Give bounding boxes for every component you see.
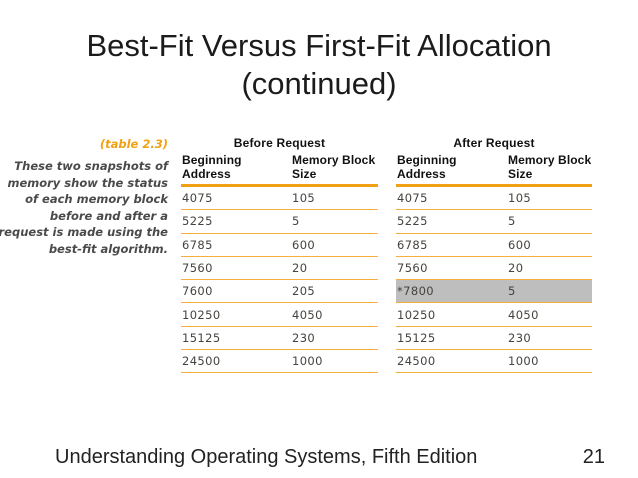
- table-row: 7600 205: [181, 279, 378, 304]
- caption-line: memory show the status: [7, 175, 168, 190]
- table-cell: 600: [507, 233, 592, 257]
- table-cell: 5225: [396, 209, 507, 234]
- column-header: Memory Block Size: [291, 153, 378, 187]
- table-header-row: Beginning Address Memory Block Size: [396, 153, 592, 187]
- table-cell: 10250: [396, 302, 507, 327]
- slide-title-line2: (continued): [241, 66, 397, 101]
- table-row: 5225 5: [396, 209, 592, 234]
- table-row: 4075 105: [181, 185, 378, 211]
- table-cell: 5225: [181, 209, 291, 234]
- column-header: Beginning Address: [396, 153, 507, 187]
- before-request-title: Before Request: [233, 136, 326, 150]
- caption-body: These two snapshots of memory show the s…: [0, 158, 168, 257]
- table-row: 6785 600: [181, 233, 378, 257]
- table-row: 7560 20: [396, 256, 592, 281]
- table-cell: 1000: [291, 349, 378, 374]
- table-cell: 7600: [181, 279, 291, 304]
- table-cell: 5: [507, 209, 592, 234]
- table-cell: 10250: [181, 302, 291, 327]
- table-cell: 4075: [396, 185, 507, 211]
- table-cell: *7800: [396, 279, 507, 304]
- before-request-table: Before Request Beginning Address Memory B…: [181, 136, 378, 374]
- slide-title-line1: Best-Fit Versus First-Fit Allocation: [86, 28, 552, 63]
- memory-table-after: Beginning Address Memory Block Size 4075 10…: [396, 153, 592, 374]
- table-cell: 105: [507, 185, 592, 211]
- table-cell: 1000: [507, 349, 592, 374]
- slide-title: Best-Fit Versus First-Fit Allocation (co…: [0, 27, 638, 103]
- table-row: 24500 1000: [396, 349, 592, 374]
- table-cell: 7560: [396, 256, 507, 281]
- table-cell: 24500: [396, 349, 507, 374]
- table-cell: 105: [291, 185, 378, 211]
- table-row-highlighted: *7800 5: [396, 279, 592, 304]
- table-row: 7560 20: [181, 256, 378, 281]
- caption-line: request is made using the: [0, 225, 168, 239]
- table-row: 10250 4050: [396, 302, 592, 327]
- table-cell: 230: [291, 326, 378, 351]
- column-header: Memory Block Size: [507, 153, 592, 187]
- table-row: 5225 5: [181, 209, 378, 234]
- table-cell: 15125: [396, 326, 507, 351]
- footer-book-title: Understanding Operating Systems, Fifth E…: [55, 446, 478, 468]
- table-row: 10250 4050: [181, 302, 378, 327]
- table-caption: (table 2.3) These two snapshots of memor…: [0, 137, 168, 257]
- table-cell: 15125: [181, 326, 291, 351]
- table-row: 6785 600: [396, 233, 592, 257]
- table-cell: 600: [291, 233, 378, 257]
- table-cell: 4050: [507, 302, 592, 327]
- table-cell: 4075: [181, 185, 291, 211]
- memory-table-before: Beginning Address Memory Block Size 4075 10…: [181, 153, 378, 374]
- table-cell: 20: [507, 256, 592, 281]
- table-row: 4075 105: [396, 185, 592, 211]
- table-header-row: Beginning Address Memory Block Size: [181, 153, 378, 187]
- table-row: 15125 230: [181, 326, 378, 351]
- table-cell: 5: [291, 209, 378, 234]
- table-cell: 205: [291, 279, 378, 304]
- table-cell: 6785: [396, 233, 507, 257]
- after-request-title: After Request: [453, 136, 535, 150]
- caption-line: of each memory block: [25, 192, 168, 206]
- caption-line: best-fit algorithm.: [48, 241, 168, 256]
- table-cell: 24500: [181, 349, 291, 374]
- after-request-table: After Request Beginning Address Memory Bl…: [396, 136, 592, 374]
- table-cell: 7560: [181, 256, 291, 281]
- table-cell: 5: [507, 279, 592, 304]
- footer-page-number: 21: [582, 446, 605, 468]
- caption-label: (table 2.3): [99, 137, 168, 151]
- table-cell: 4050: [291, 302, 378, 327]
- table-cell: 20: [291, 256, 378, 281]
- table-row: 15125 230: [396, 326, 592, 351]
- caption-line: These two snapshots of: [14, 159, 168, 173]
- caption-line: before and after a: [49, 208, 168, 223]
- table-cell: 6785: [181, 233, 291, 257]
- column-header: Beginning Address: [181, 153, 291, 187]
- table-row: 24500 1000: [181, 349, 378, 374]
- table-cell: 230: [507, 326, 592, 351]
